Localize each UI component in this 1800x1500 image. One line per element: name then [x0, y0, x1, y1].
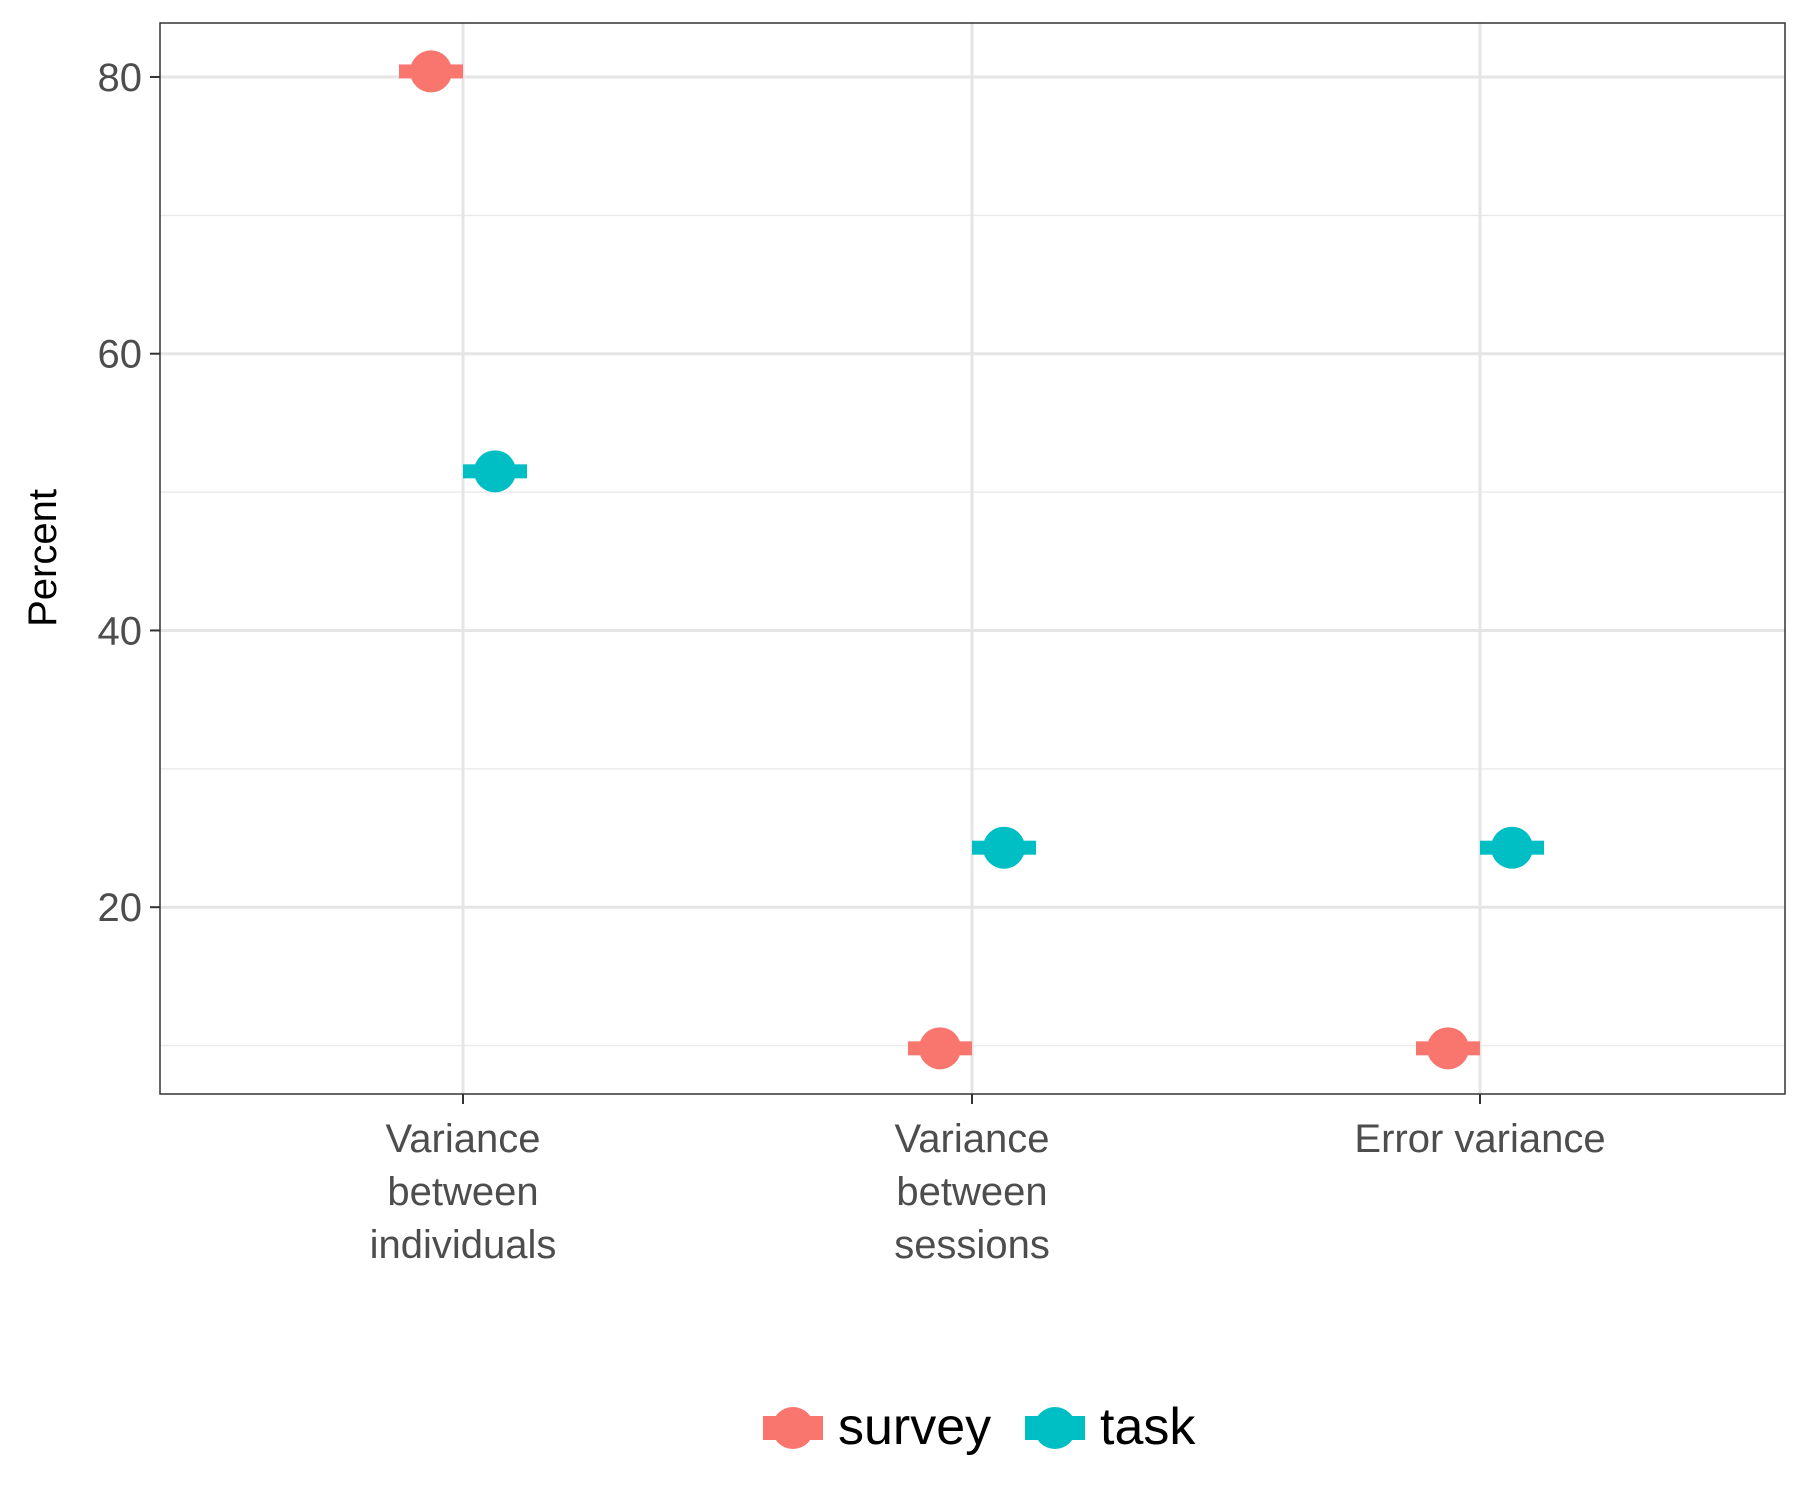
x-tick-label-line: between: [896, 1170, 1047, 1214]
y-axis: 20 40 60 80: [98, 56, 160, 930]
y-axis-title: Percent: [21, 489, 65, 627]
legend-label-task: task: [1100, 1398, 1196, 1456]
point-task: [474, 450, 516, 493]
x-tick-label-line: between: [387, 1170, 538, 1214]
x-tick-label-line: Variance: [386, 1117, 541, 1161]
major-gridlines: [160, 23, 1785, 1094]
x-tick-label: Variance between sessions: [894, 1117, 1050, 1267]
legend: survey task: [763, 1398, 1196, 1456]
point-survey: [410, 50, 452, 93]
x-tick-label: Variance between individuals: [370, 1117, 557, 1267]
point-survey: [919, 1027, 961, 1070]
point-task: [983, 826, 1025, 869]
x-tick-label-line: sessions: [894, 1223, 1050, 1267]
y-tick-label: 20: [98, 886, 143, 930]
legend-key-task: [1034, 1407, 1076, 1449]
y-tick-label: 40: [98, 609, 143, 653]
point-survey: [1427, 1027, 1469, 1070]
x-tick-label: Error variance: [1354, 1117, 1605, 1161]
legend-label-survey: survey: [838, 1398, 991, 1456]
x-tick-label-line: Variance: [895, 1117, 1050, 1161]
point-task: [1491, 826, 1533, 869]
x-tick-label-line: Error variance: [1354, 1117, 1605, 1161]
legend-key-survey: [772, 1407, 814, 1449]
y-tick-label: 80: [98, 56, 143, 100]
data-marks: [399, 50, 1544, 1070]
y-tick-label: 60: [98, 333, 143, 377]
x-axis: Variance between individuals Variance betwee…: [370, 1094, 1606, 1267]
x-tick-label-line: individuals: [370, 1223, 557, 1267]
